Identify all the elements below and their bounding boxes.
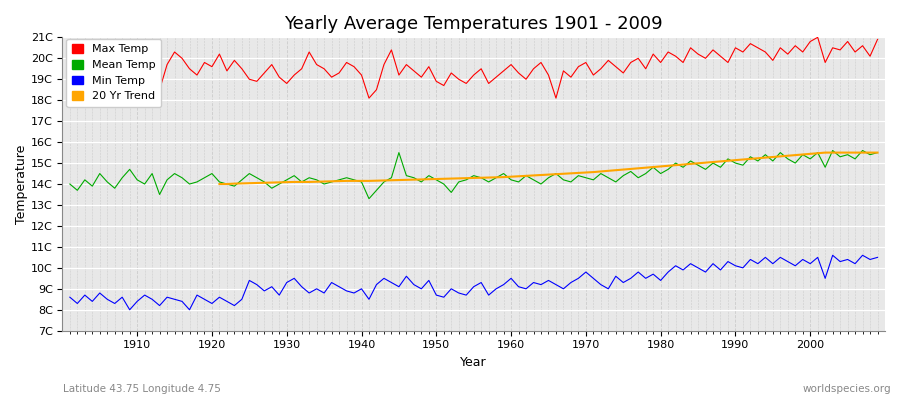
Text: worldspecies.org: worldspecies.org — [803, 384, 891, 394]
X-axis label: Year: Year — [461, 356, 487, 369]
Y-axis label: Temperature: Temperature — [15, 144, 28, 224]
Text: Latitude 43.75 Longitude 4.75: Latitude 43.75 Longitude 4.75 — [63, 384, 220, 394]
Legend: Max Temp, Mean Temp, Min Temp, 20 Yr Trend: Max Temp, Mean Temp, Min Temp, 20 Yr Tre… — [67, 39, 161, 107]
Title: Yearly Average Temperatures 1901 - 2009: Yearly Average Temperatures 1901 - 2009 — [284, 15, 663, 33]
